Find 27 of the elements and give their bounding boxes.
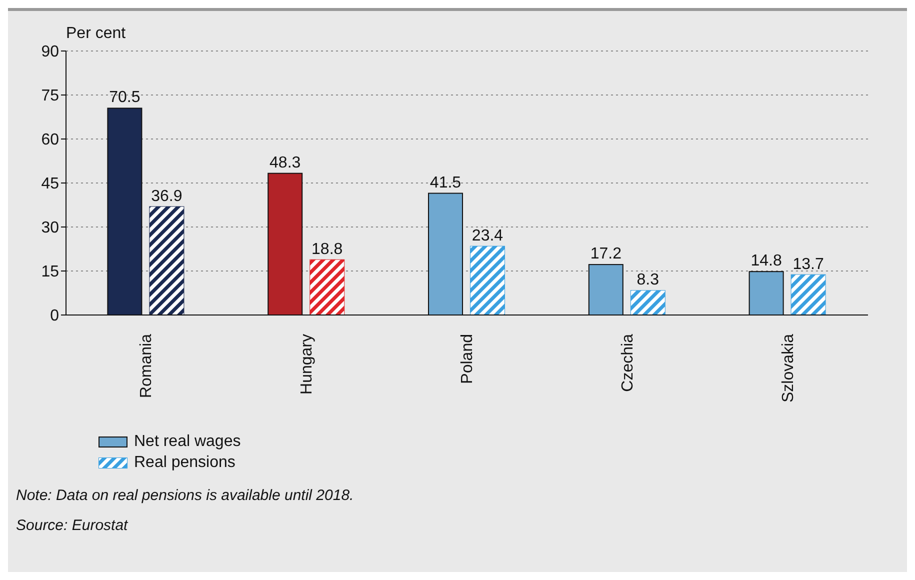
y-tick-label: 60 [41, 132, 60, 149]
data-label: 70.5 [109, 89, 140, 106]
y-tick-label: 75 [41, 88, 60, 105]
data-label: 14.8 [750, 252, 782, 270]
y-tick-label: 90 [41, 44, 60, 61]
data-label: 23.4 [472, 227, 504, 244]
data-label: 8.3 [636, 272, 660, 289]
data-label: 48.3 [270, 154, 301, 172]
data-label: 18.8 [312, 240, 343, 258]
y-tick-label: 0 [50, 308, 60, 325]
source-note: Source: Eurostat [16, 516, 130, 536]
y-tick-label: 45 [41, 176, 60, 193]
x-tick-label: Hungary [298, 334, 316, 394]
x-tick-label: Poland [459, 334, 476, 384]
y-axis-title: Per cent [66, 25, 126, 43]
x-tick-label: Romania [138, 334, 156, 398]
text: Note: Data on real pensions is available until 2018. [16, 486, 354, 506]
data-label: 41.5 [430, 174, 462, 192]
data-label: 17.2 [590, 246, 622, 263]
y-tick-label: 30 [41, 220, 60, 237]
data-label: 36.9 [151, 188, 182, 205]
x-tick-label: Czechia [619, 334, 636, 392]
data-label: 13.7 [792, 256, 824, 273]
y-tick-label: 15 [41, 264, 60, 281]
legend-label: Net real wages [134, 432, 241, 452]
x-tick-label: Szlovakia [780, 334, 797, 402]
legend-label: Real pensions [134, 453, 236, 473]
